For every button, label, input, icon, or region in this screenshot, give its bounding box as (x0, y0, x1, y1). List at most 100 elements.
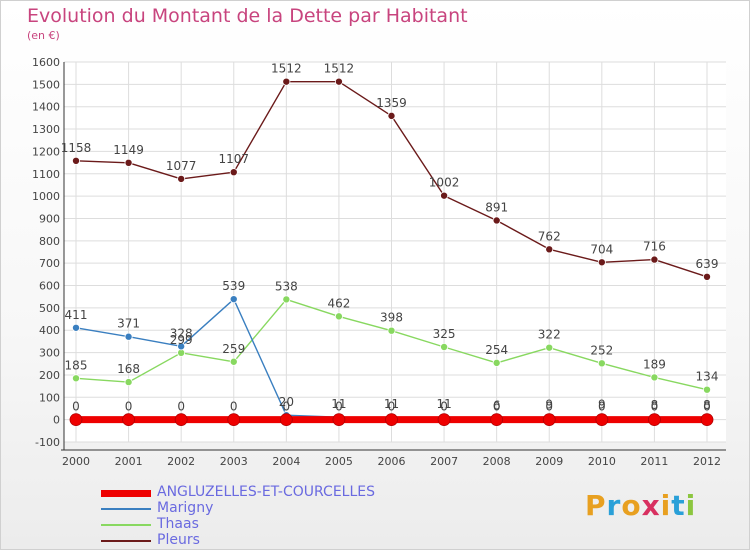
data-point (72, 374, 81, 383)
data-label: 411 (65, 308, 88, 322)
data-point (72, 323, 81, 332)
data-label: 189 (643, 357, 666, 371)
x-tick-label: 2011 (640, 455, 668, 468)
data-point (72, 156, 81, 165)
x-tick-label: 2002 (167, 455, 195, 468)
data-point (227, 413, 241, 427)
data-label: 1002 (429, 176, 460, 190)
data-point (650, 373, 659, 382)
data-point (648, 413, 661, 427)
y-tick-label: 100 (39, 391, 60, 404)
data-point (545, 343, 554, 352)
logo-letter: o (621, 489, 642, 522)
data-label: 9 (598, 398, 606, 412)
data-point (595, 413, 609, 427)
data-point (440, 191, 449, 200)
data-point (387, 111, 396, 120)
legend-swatch (101, 540, 151, 542)
data-label: 0 (440, 400, 448, 414)
legend-swatch (101, 524, 151, 526)
data-point (174, 413, 188, 427)
data-label: 538 (275, 279, 298, 293)
data-point (597, 258, 606, 267)
data-label: 0 (388, 400, 396, 414)
data-label: 0 (703, 400, 711, 414)
data-label: 0 (545, 400, 553, 414)
y-tick-label: 1600 (32, 56, 60, 69)
data-point (703, 385, 712, 394)
data-label: 254 (485, 343, 508, 357)
y-tick-label: 1500 (32, 78, 60, 91)
data-point (229, 357, 238, 366)
data-label: 299 (170, 333, 193, 347)
logo-letter: i (685, 489, 697, 522)
data-label: 462 (327, 296, 350, 310)
data-point (334, 312, 343, 321)
legend-swatch (101, 489, 151, 497)
y-tick-label: 1300 (32, 123, 60, 136)
data-point (650, 255, 659, 264)
data-label: 11 (384, 397, 399, 411)
data-label: 704 (590, 242, 613, 256)
data-label: 0 (72, 400, 80, 414)
y-tick-label: 200 (39, 369, 60, 382)
data-point (177, 342, 186, 351)
data-label: 0 (230, 400, 238, 414)
data-point (122, 413, 135, 427)
data-label: 639 (696, 257, 719, 271)
plot-area (64, 62, 726, 442)
data-label: 0 (335, 400, 343, 414)
legend-label: Pleurs (157, 532, 200, 548)
legend-label: ANGLUZELLES-ET-COURCELLES (157, 484, 376, 500)
data-label: 185 (65, 358, 88, 372)
x-tick-label: 2006 (378, 455, 406, 468)
data-label: 9 (545, 398, 553, 412)
y-tick-label: 1400 (32, 101, 60, 114)
y-tick-label: 1000 (32, 190, 60, 203)
data-point (279, 413, 293, 427)
data-label: 1512 (271, 62, 302, 76)
data-point (229, 168, 238, 177)
data-point (700, 413, 714, 427)
data-point (282, 77, 291, 86)
data-label: 0 (283, 400, 291, 414)
x-tick-label: 2010 (588, 455, 616, 468)
data-point (440, 342, 449, 351)
data-point (542, 413, 556, 427)
proxiti-logo: Proxiti (585, 489, 696, 522)
x-tick-label: 2008 (483, 455, 511, 468)
data-label: 0 (177, 400, 185, 414)
data-point (69, 413, 83, 427)
data-label: 1149 (113, 143, 144, 157)
data-label: 0 (651, 400, 659, 414)
y-tick-label: 700 (39, 257, 60, 270)
data-label: 1359 (376, 96, 407, 110)
x-tick-label: 2001 (115, 455, 143, 468)
data-label: 0 (493, 400, 501, 414)
data-label: 325 (433, 327, 456, 341)
logo-letter: P (585, 489, 607, 522)
data-label: 1512 (324, 62, 355, 76)
logo-letter: r (606, 489, 622, 522)
data-label: 259 (222, 342, 245, 356)
data-label: 328 (170, 326, 193, 340)
y-tick-label: 1200 (32, 145, 60, 158)
y-tick-label: 300 (39, 347, 60, 360)
x-tick-label: 2005 (325, 455, 353, 468)
data-label: 8 (651, 398, 659, 412)
legend-label: Thaas (157, 516, 199, 532)
data-point (492, 358, 501, 367)
data-label: 8 (703, 398, 711, 412)
x-tick-label: 2009 (535, 455, 563, 468)
data-point (124, 378, 133, 387)
data-point (545, 245, 554, 254)
data-label: 398 (380, 311, 403, 325)
x-tick-label: 2012 (693, 455, 721, 468)
data-point (124, 332, 133, 341)
data-point (492, 216, 501, 225)
y-tick-label: -100 (35, 436, 60, 449)
data-label: 322 (538, 328, 561, 342)
y-tick-label: 400 (39, 324, 60, 337)
